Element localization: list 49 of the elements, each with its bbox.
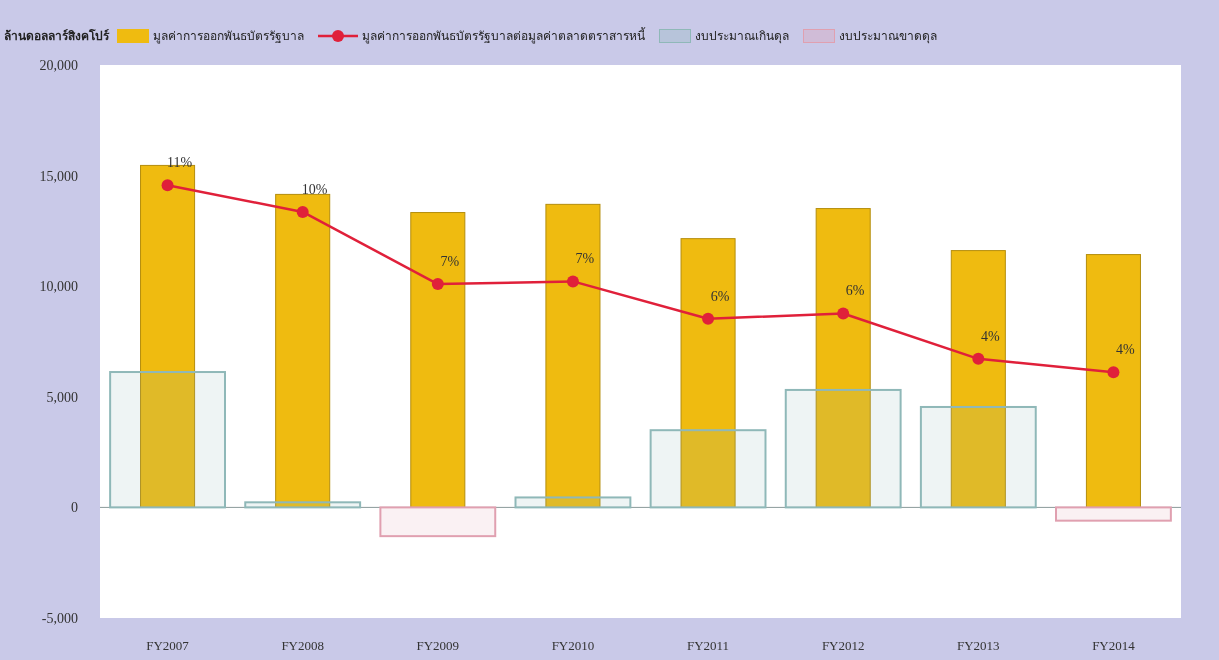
- data-label: 4%: [980, 328, 1000, 344]
- x-tick-label: FY2011: [686, 638, 730, 653]
- bar: [680, 238, 736, 508]
- x-tick-label: FY2014: [1092, 638, 1136, 653]
- point: [837, 307, 850, 320]
- y-axis-title: ล้านดอลลาร์สิงคโปร์: [4, 28, 109, 45]
- y-tick-label: 0: [71, 500, 78, 516]
- y-tick-label: -5,000: [41, 610, 78, 626]
- point: [972, 352, 985, 365]
- bar: [275, 193, 331, 508]
- point: [702, 312, 715, 325]
- x-tick-label: FY2010: [551, 638, 595, 653]
- y-tick-label: 20,000: [39, 57, 78, 73]
- bar: [514, 496, 632, 509]
- point: [1107, 366, 1120, 379]
- bar: [919, 405, 1037, 509]
- point: [161, 179, 174, 192]
- bar: [410, 212, 466, 508]
- point: [296, 205, 309, 218]
- legend-label: มูลค่าการออกพันธบัตรรัฐบาลต่อมูลค่าตลาดตราสารหนี้: [362, 26, 645, 45]
- data-label: 7%: [440, 254, 460, 270]
- legend-label: มูลค่าการออกพันธบัตรรัฐบาล: [153, 28, 304, 45]
- bar: [950, 250, 1006, 508]
- y-tick-label: 15,000: [39, 168, 78, 184]
- data-label: 10%: [301, 181, 328, 197]
- x-tick-label: FY2009: [416, 638, 460, 653]
- bar: [1055, 506, 1172, 522]
- legend-label: งบประมาณขาดดุล: [839, 28, 937, 45]
- data-label: 6%: [845, 283, 865, 299]
- bar: [379, 506, 497, 538]
- x-tick-label: FY2013: [957, 638, 1000, 653]
- point: [431, 278, 444, 291]
- y-tick-label: 10,000: [39, 279, 78, 295]
- bar: [1085, 254, 1141, 508]
- data-label: 4%: [1116, 342, 1136, 358]
- y-tick-label: 5,000: [46, 389, 78, 405]
- bar: [815, 208, 871, 508]
- x-tick-label: FY2007: [146, 638, 190, 653]
- bar: [649, 429, 767, 509]
- bar: [109, 371, 226, 509]
- bar: [784, 388, 902, 509]
- data-label: 7%: [575, 251, 595, 267]
- legend-label: งบประมาณเกินดุล: [695, 28, 789, 45]
- data-label: 6%: [710, 288, 730, 304]
- bar: [545, 203, 601, 508]
- x-tick-label: FY2012: [821, 638, 865, 653]
- bar: [244, 501, 362, 509]
- x-tick-label: FY2008: [281, 638, 324, 653]
- point: [566, 275, 579, 288]
